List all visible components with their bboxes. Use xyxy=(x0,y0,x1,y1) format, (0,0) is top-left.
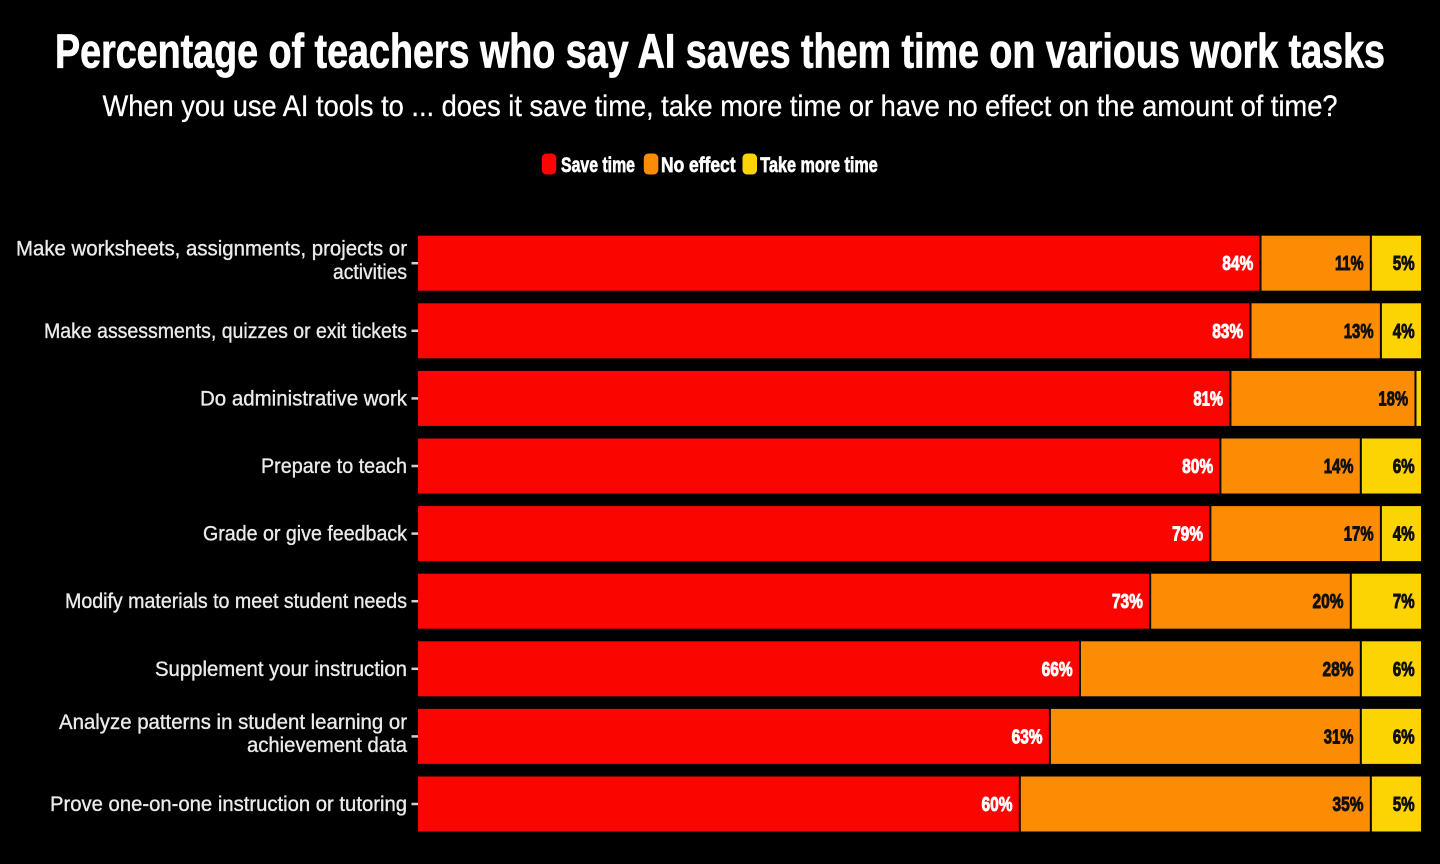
svg-text:When you use AI tools to ... d: When you use AI tools to ... does it sav… xyxy=(103,90,1338,123)
svg-text:60%: 60% xyxy=(982,793,1013,816)
svg-text:6%: 6% xyxy=(1393,455,1415,478)
svg-text:Supplement your instruction: Supplement your instruction xyxy=(155,657,407,681)
svg-text:Make worksheets, assignments,: Make worksheets, assignments, projects o… xyxy=(16,237,407,261)
svg-text:73%: 73% xyxy=(1112,590,1143,613)
svg-text:31%: 31% xyxy=(1324,725,1354,748)
svg-text:achievement data: achievement data xyxy=(247,733,407,757)
svg-text:35%: 35% xyxy=(1333,793,1364,816)
svg-text:63%: 63% xyxy=(1012,725,1043,748)
svg-text:Analyze patterns in student le: Analyze patterns in student learning or xyxy=(59,710,407,734)
svg-text:No effect: No effect xyxy=(661,153,736,177)
svg-text:Save time: Save time xyxy=(561,153,635,177)
svg-text:Prepare to teach: Prepare to teach xyxy=(261,454,407,478)
svg-text:18%: 18% xyxy=(1378,387,1408,410)
svg-text:14%: 14% xyxy=(1324,455,1354,478)
svg-text:Take more time: Take more time xyxy=(760,153,878,177)
svg-text:6%: 6% xyxy=(1393,658,1415,681)
svg-text:4%: 4% xyxy=(1393,320,1415,343)
svg-text:4%: 4% xyxy=(1393,523,1415,546)
svg-text:66%: 66% xyxy=(1042,658,1073,681)
svg-text:7%: 7% xyxy=(1393,590,1415,613)
svg-text:6%: 6% xyxy=(1393,725,1415,748)
svg-text:activities: activities xyxy=(333,260,407,284)
svg-text:79%: 79% xyxy=(1172,523,1203,546)
svg-text:13%: 13% xyxy=(1344,320,1374,343)
svg-text:81%: 81% xyxy=(1193,387,1223,410)
svg-text:5%: 5% xyxy=(1393,252,1415,275)
svg-text:80%: 80% xyxy=(1182,455,1213,478)
svg-text:Make assessments, quizzes or e: Make assessments, quizzes or exit ticket… xyxy=(44,319,407,343)
svg-text:20%: 20% xyxy=(1312,590,1343,613)
svg-text:Percentage of teachers who say: Percentage of teachers who say AI saves … xyxy=(55,26,1385,79)
svg-text:Prove one-on-one instruction o: Prove one-on-one instruction or tutoring xyxy=(50,792,407,816)
svg-text:83%: 83% xyxy=(1212,320,1243,343)
svg-text:Do administrative work: Do administrative work xyxy=(200,386,407,410)
svg-text:5%: 5% xyxy=(1393,793,1415,816)
svg-text:Grade or give feedback: Grade or give feedback xyxy=(203,522,407,546)
svg-text:84%: 84% xyxy=(1222,252,1253,275)
svg-text:17%: 17% xyxy=(1344,523,1374,546)
svg-text:Modify materials to meet stude: Modify materials to meet student needs xyxy=(65,589,407,613)
svg-text:28%: 28% xyxy=(1323,658,1354,681)
svg-text:11%: 11% xyxy=(1335,252,1364,275)
